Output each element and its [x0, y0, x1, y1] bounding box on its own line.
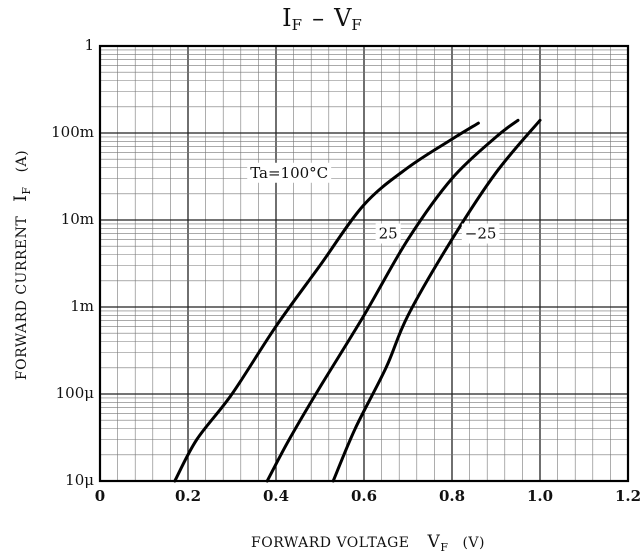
y-tick-labels: 1 100m 10m 1m 100μ 10μ: [51, 36, 94, 489]
series-line-1: [265, 118, 520, 483]
title-suffix-sub: F: [351, 16, 361, 34]
x-tick-label-1: 0.2: [175, 487, 201, 505]
x-axis-symbol-sub: F: [440, 541, 448, 554]
x-tick-labels: 0 0.2 0.4 0.6 0.8 1.0 1.2: [95, 487, 641, 505]
title-prefix-sub: F: [292, 16, 302, 34]
series-line-2: [331, 118, 542, 483]
series-label-bg-0: [247, 162, 332, 183]
curve-labels: Ta=100°C 25 −25: [247, 162, 500, 244]
x-tick-label-2: 0.4: [263, 487, 289, 505]
series-line-0: [173, 121, 480, 483]
chart-title: IF – VF: [282, 4, 362, 34]
title-prefix: I: [282, 4, 291, 32]
title-suffix: V: [333, 4, 352, 32]
series-label-bg-2: [461, 223, 500, 244]
curves: [173, 118, 542, 483]
y-axis-symbol: I: [11, 195, 31, 202]
y-tick-label-3: 1m: [70, 297, 94, 315]
y-tick-label-2: 10m: [61, 210, 94, 228]
x-axis-label: FORWARD VOLTAGE VF (V): [251, 532, 485, 554]
series-label-1: 25: [379, 225, 398, 243]
y-tick-label-4: 100μ: [56, 384, 95, 402]
x-tick-label-3: 0.6: [351, 487, 377, 505]
x-tick-label-0: 0: [95, 487, 105, 505]
y-tick-label-0: 1: [84, 36, 94, 54]
y-axis-label: FORWARD CURRENT IF (A): [11, 150, 33, 380]
x-axis-label-text: FORWARD VOLTAGE: [251, 535, 410, 551]
y-tick-label-1: 100m: [51, 123, 94, 141]
y-axis-unit: (A): [14, 150, 30, 173]
title-separator: –: [312, 4, 324, 32]
series-label-0: Ta=100°C: [250, 164, 328, 182]
plot-frame: [98, 44, 630, 483]
x-axis-unit: (V): [462, 535, 485, 551]
x-tick-label-4: 0.8: [439, 487, 465, 505]
y-axis-symbol-sub: F: [20, 186, 33, 194]
series-label-2: −25: [465, 225, 497, 243]
grid: [100, 46, 628, 481]
y-tick-label-5: 10μ: [65, 471, 94, 489]
x-tick-label-6: 1.2: [615, 487, 641, 505]
y-axis-label-text: FORWARD CURRENT: [14, 216, 30, 381]
x-tick-label-5: 1.0: [527, 487, 553, 505]
series-label-bg-1: [375, 223, 401, 244]
x-axis-symbol: V: [427, 532, 441, 552]
